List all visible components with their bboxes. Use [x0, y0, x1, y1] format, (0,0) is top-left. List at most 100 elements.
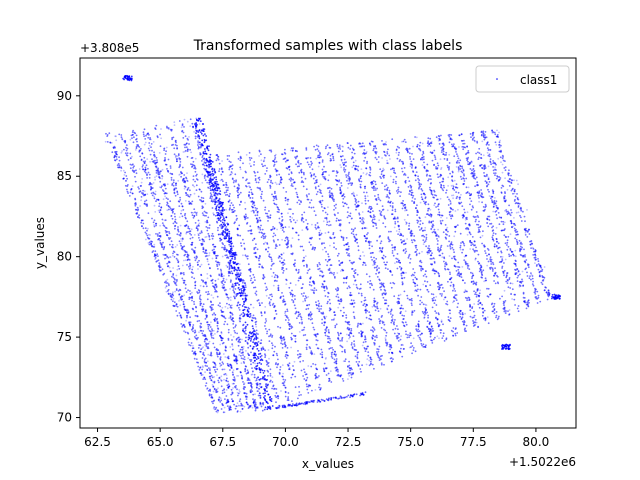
data-point: [469, 309, 472, 311]
data-point: [353, 343, 356, 345]
data-point: [329, 264, 332, 266]
data-point: [375, 224, 377, 226]
data-point: [319, 270, 322, 272]
data-point: [440, 222, 443, 225]
data-point: [415, 328, 418, 331]
data-point: [385, 196, 388, 198]
data-point: [517, 202, 519, 205]
data-point: [470, 172, 473, 175]
data-point: [338, 303, 341, 305]
data-point: [375, 334, 378, 337]
data-point: [452, 187, 454, 190]
data-point: [370, 256, 373, 258]
data-point: [327, 179, 330, 182]
data-point: [432, 223, 434, 226]
data-point: [264, 328, 267, 330]
data-point: [202, 197, 205, 200]
data-point: [198, 319, 201, 322]
data-point: [146, 229, 148, 232]
data-point: [316, 181, 318, 184]
data-point: [347, 323, 349, 325]
data-point: [363, 191, 365, 194]
data-point: [373, 185, 375, 188]
data-point: [357, 165, 360, 168]
data-point: [510, 174, 512, 177]
data-point: [520, 248, 523, 251]
data-point: [407, 151, 409, 154]
data-point: [419, 288, 422, 291]
data-point: [319, 201, 322, 204]
data-point: [333, 311, 335, 314]
data-point: [343, 349, 346, 351]
data-point: [189, 148, 192, 151]
data-point: [473, 290, 475, 293]
data-point: [489, 293, 492, 296]
data-point: [359, 368, 362, 370]
data-point: [408, 193, 411, 195]
data-point: [484, 175, 487, 178]
data-point: [486, 173, 488, 176]
data-point: [526, 301, 529, 304]
data-point: [253, 373, 256, 376]
data-point: [260, 311, 263, 314]
data-point: [274, 279, 277, 282]
data-point: [491, 226, 493, 229]
data-point: [284, 391, 287, 394]
data-point: [302, 283, 304, 286]
data-point: [436, 243, 439, 246]
data-point: [441, 287, 444, 289]
data-point: [536, 290, 539, 293]
data-point: [239, 338, 241, 341]
data-point: [247, 230, 250, 232]
data-point: [438, 275, 441, 278]
data-point: [256, 214, 259, 217]
data-point: [320, 305, 323, 308]
data-point: [510, 222, 513, 225]
data-point: [248, 195, 250, 198]
data-point: [259, 187, 261, 190]
data-point: [473, 310, 475, 313]
data-point: [335, 323, 338, 326]
data-point: [420, 183, 423, 186]
data-point: [503, 310, 506, 313]
data-point: [403, 290, 406, 293]
data-point: [304, 295, 307, 298]
data-point: [492, 239, 495, 242]
data-point: [269, 304, 272, 307]
data-point: [321, 322, 323, 325]
data-point: [482, 311, 484, 313]
data-point: [470, 244, 473, 247]
data-point: [240, 242, 242, 245]
data-point: [275, 401, 277, 404]
data-point: [368, 174, 371, 176]
data-point: [316, 264, 319, 266]
data-point: [446, 159, 449, 162]
data-point: [287, 319, 290, 321]
data-point: [326, 223, 328, 226]
data-point: [291, 299, 293, 301]
data-point: [475, 293, 478, 296]
data-point: [336, 171, 339, 174]
data-point: [268, 340, 271, 342]
data-point: [309, 384, 312, 387]
data-point: [325, 216, 328, 219]
data-point: [281, 220, 283, 222]
data-point: [354, 240, 357, 243]
data-point: [502, 220, 505, 223]
data-point: [270, 150, 273, 153]
data-point: [299, 315, 302, 318]
data-point: [280, 212, 283, 215]
data-point: [176, 144, 178, 147]
data-point: [517, 198, 520, 201]
data-point: [491, 236, 494, 239]
data-point: [486, 247, 489, 250]
data-point: [364, 350, 367, 352]
data-point: [503, 304, 505, 306]
data-point: [301, 245, 304, 248]
data-point: [250, 165, 252, 168]
data-point: [345, 237, 348, 239]
data-point: [279, 366, 282, 368]
data-point: [448, 135, 451, 138]
data-point: [267, 220, 269, 222]
data-point: [309, 157, 312, 159]
